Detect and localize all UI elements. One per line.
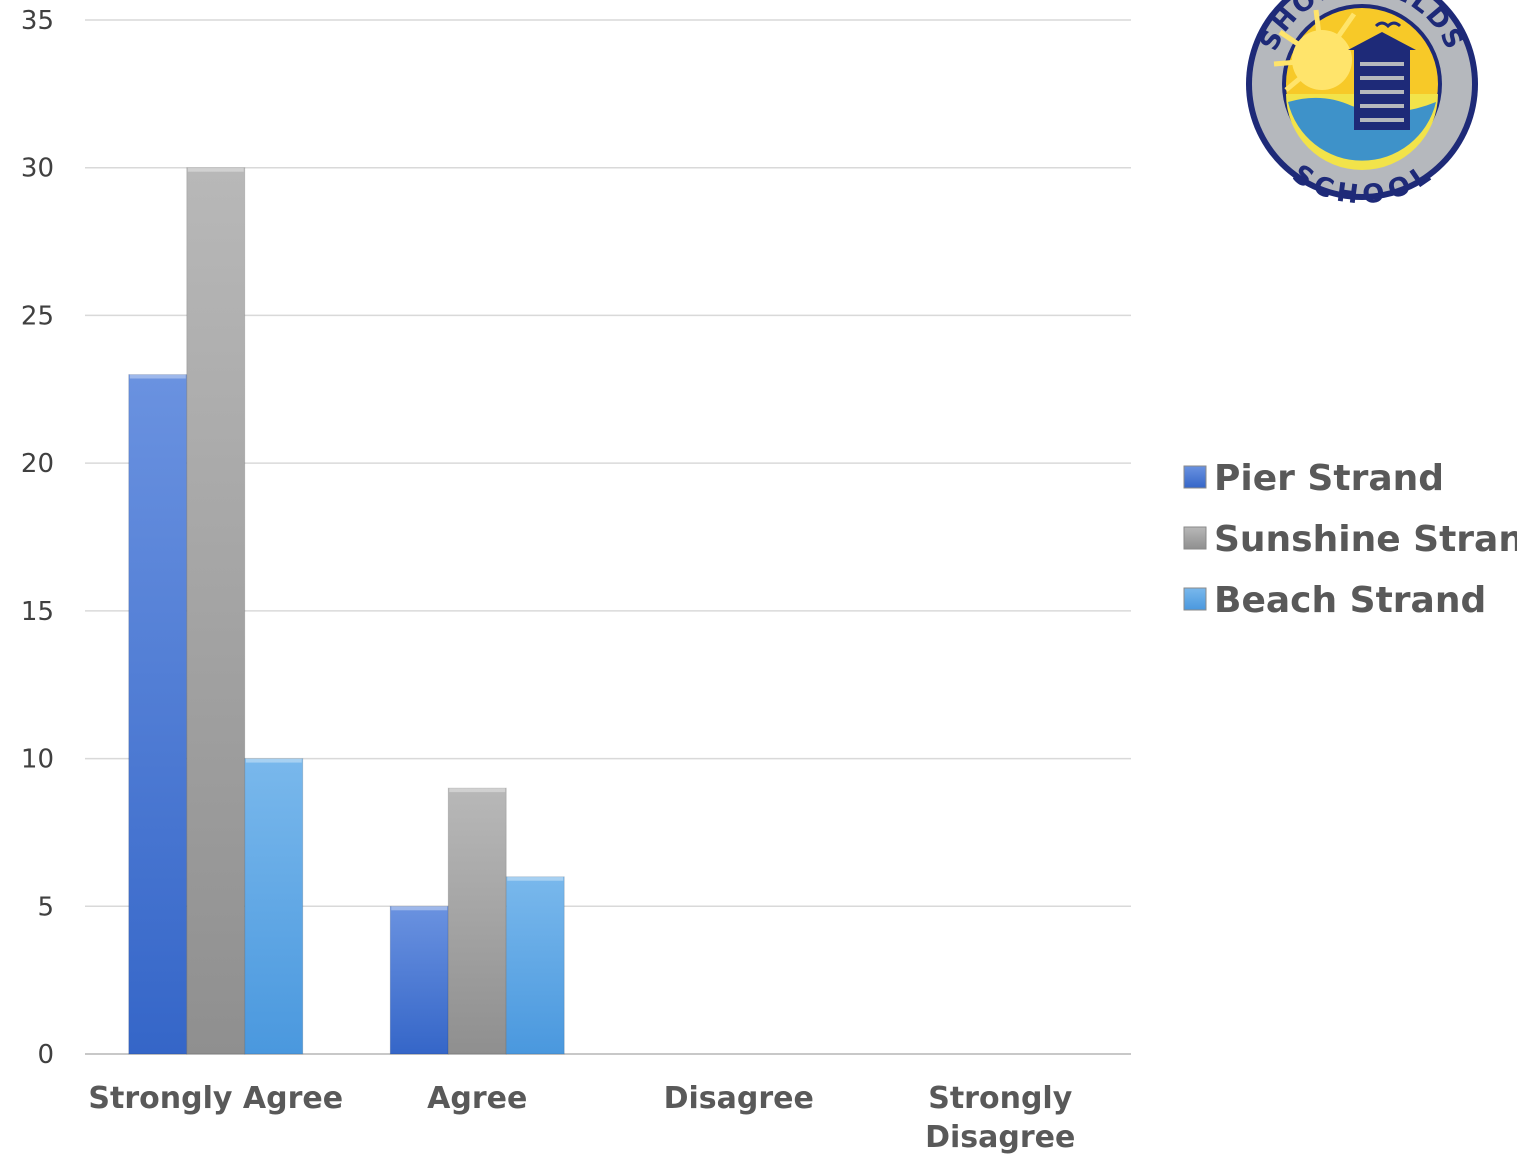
bar-highlight xyxy=(245,758,302,763)
legend-swatch xyxy=(1183,465,1207,489)
legend-swatch xyxy=(1183,587,1207,611)
x-tick-label: Strongly Disagree xyxy=(925,1081,1075,1155)
legend: Pier Strand Sunshine Strand Beach Strand xyxy=(1183,458,1517,621)
bars xyxy=(128,167,565,1055)
legend-swatch xyxy=(1183,526,1207,550)
bar-pier-strand xyxy=(128,374,188,1055)
bar-highlight xyxy=(129,374,186,379)
y-tick-label: 15 xyxy=(21,597,54,627)
school-crest-icon: SHOREFIELDS SCHOOL xyxy=(1246,0,1478,211)
x-axis: Strongly Agree Agree Disagree Strongly Disag… xyxy=(88,1081,1075,1155)
y-tick-label: 25 xyxy=(21,301,54,331)
bar-sunshine-strand xyxy=(186,167,246,1055)
bar-highlight xyxy=(187,167,244,172)
bar-highlight xyxy=(391,906,448,911)
x-tick-label: Disagree xyxy=(664,1081,814,1116)
bar-sunshine-strand xyxy=(447,787,507,1055)
y-tick-label: 20 xyxy=(21,449,54,479)
x-tick-label: Strongly Agree xyxy=(88,1081,343,1116)
bar-beach-strand xyxy=(244,758,304,1055)
y-axis: 0 5 10 15 20 25 30 35 xyxy=(21,6,54,1070)
bar-beach-strand xyxy=(505,876,565,1055)
legend-label: Beach Strand xyxy=(1214,580,1486,621)
y-tick-label: 35 xyxy=(21,6,54,36)
y-tick-label: 10 xyxy=(21,745,54,775)
x-tick-label: Agree xyxy=(427,1081,527,1116)
legend-label: Sunshine Strand xyxy=(1214,519,1517,560)
legend-label: Pier Strand xyxy=(1214,458,1444,499)
bar-pier-strand xyxy=(389,905,449,1055)
bar-highlight xyxy=(507,876,564,881)
y-tick-label: 30 xyxy=(21,154,54,184)
y-tick-label: 0 xyxy=(37,1040,54,1070)
bar-highlight xyxy=(449,788,506,793)
y-tick-label: 5 xyxy=(37,892,54,922)
